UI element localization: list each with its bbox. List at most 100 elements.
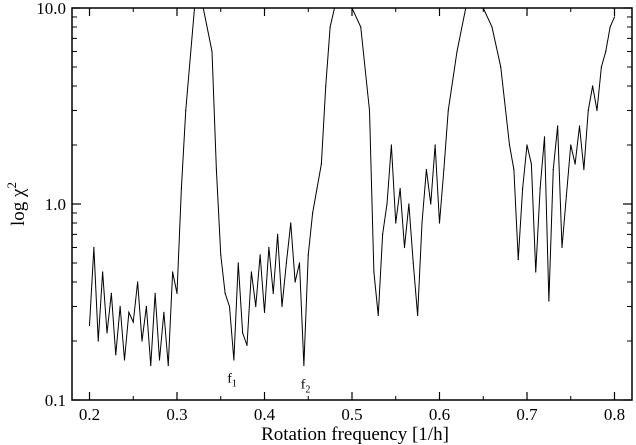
data-point (150, 364, 152, 367)
annotation-layer: f1 f2 (227, 372, 310, 396)
data-point (246, 344, 248, 346)
data-point (303, 364, 305, 367)
data-point (325, 85, 327, 87)
annotation-base: f (301, 377, 306, 392)
data-point (613, 16, 616, 18)
data-point (421, 222, 423, 224)
data-point (242, 332, 244, 334)
data-point (382, 233, 384, 235)
data-point (211, 50, 213, 53)
data-point (443, 168, 445, 171)
data-point (557, 125, 559, 127)
data-point (530, 163, 532, 165)
data-point (250, 271, 252, 273)
data-point (605, 50, 607, 53)
data-point (583, 168, 585, 171)
data-point (316, 187, 318, 190)
data-point (277, 233, 279, 235)
data-point (329, 26, 331, 28)
y-tick-label: 0.1 (45, 391, 66, 410)
data-point (167, 364, 169, 367)
data-point (110, 292, 112, 294)
data-point (263, 311, 266, 313)
data-point (535, 271, 537, 273)
y-axis-title-base: log χ (8, 188, 29, 226)
tick-layer: 0.2 0.3 0.4 0.5 0.6 0.7 0.8 0.1 1.0 10.0 (36, 0, 632, 424)
data-point (430, 203, 432, 205)
data-point (574, 163, 576, 165)
y-axis-title-sup: 2 (4, 182, 19, 189)
data-point (500, 66, 502, 68)
data-point (224, 292, 226, 294)
data-point (368, 109, 371, 112)
data-point (399, 187, 401, 190)
data-point (88, 324, 91, 327)
data-point (123, 359, 126, 361)
data-point (106, 332, 108, 334)
data-point (102, 271, 104, 273)
y-tick-label: 1.0 (45, 195, 66, 214)
data-point (425, 168, 427, 171)
data-point (307, 254, 309, 256)
data-point (390, 144, 392, 146)
data-point (290, 222, 292, 224)
data-point (180, 187, 182, 190)
data-point (417, 314, 419, 317)
annotation-base: f (227, 372, 232, 387)
data-point (172, 271, 174, 273)
data-point (386, 203, 388, 205)
x-tick-label: 0.7 (516, 405, 538, 424)
data-point (115, 354, 117, 356)
data-point (434, 144, 436, 146)
data-point (128, 311, 130, 313)
data-point (412, 262, 414, 264)
data-point (320, 163, 322, 165)
data-point (220, 254, 222, 256)
data-point (281, 305, 283, 308)
data-point (578, 125, 581, 127)
data-point (526, 144, 528, 146)
data-point (215, 168, 217, 171)
data-point (592, 85, 594, 87)
data-point (237, 262, 239, 264)
data-point (447, 109, 449, 112)
data-point (596, 109, 598, 112)
x-axis-title: Rotation frequency [1/h] (261, 424, 449, 445)
x-tick-label: 0.6 (429, 405, 450, 424)
x-tick-label: 0.5 (341, 405, 362, 424)
annotation-subscript: 1 (232, 379, 237, 390)
frequency-annotation: f1 (227, 372, 237, 390)
data-point (600, 66, 602, 68)
data-point (570, 144, 572, 146)
data-point (233, 359, 235, 361)
data-point (132, 321, 134, 323)
data-point (517, 259, 519, 261)
data-point (552, 168, 554, 171)
data-point (255, 305, 257, 308)
data-point (285, 262, 287, 264)
data-point (561, 246, 563, 249)
data-point (408, 203, 410, 205)
data-point (377, 314, 379, 317)
data-point (185, 109, 187, 112)
data-point (403, 246, 406, 249)
data-point (259, 254, 261, 256)
data-point (609, 26, 611, 28)
y-tick-label: 10.0 (36, 0, 66, 18)
data-point (268, 246, 270, 249)
data-point (491, 26, 493, 28)
data-point (513, 168, 515, 171)
x-tick-label: 0.2 (79, 405, 100, 424)
data-point (154, 292, 156, 294)
data-point (97, 340, 99, 342)
data-point (508, 144, 511, 146)
data-point (119, 305, 121, 308)
data-point (565, 195, 567, 197)
plot-area (72, 8, 632, 400)
x-tick-label: 0.8 (604, 405, 625, 424)
data-point (228, 305, 231, 308)
data-point (438, 222, 441, 224)
data-point (158, 359, 161, 361)
frequency-annotation: f2 (301, 377, 311, 395)
